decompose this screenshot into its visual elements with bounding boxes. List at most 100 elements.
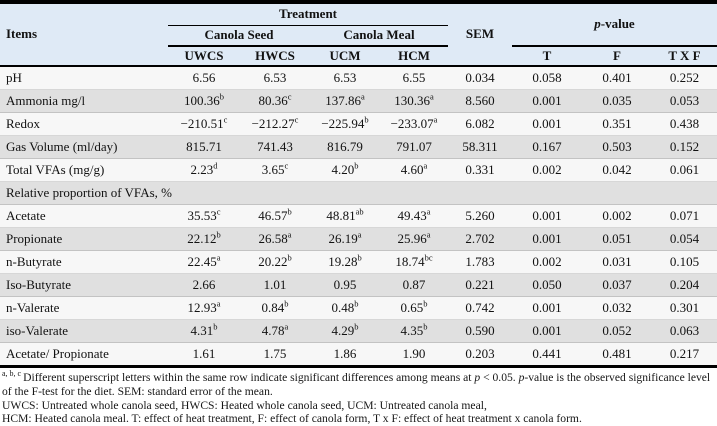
value-cell: 0.001 <box>532 116 562 131</box>
superscript-letter: b <box>287 206 292 217</box>
header-row-1: Items Treatment SEM p-value <box>0 2 717 67</box>
value-cell: 0.331 <box>465 162 495 177</box>
table-row: Iso-Butyrate 2.66 1.01 0.95 0.87 0.221 0.050 0.… <box>0 273 717 297</box>
header-row-3: UWCS HWCS UCM HCM T F T X F <box>0 46 717 67</box>
superscript-letter: a <box>433 114 438 125</box>
row-label: Propionate <box>6 231 63 246</box>
header-treatment: Treatment <box>168 2 448 26</box>
value-cell: 2.23d <box>190 160 218 177</box>
value-cell: 0.590 <box>465 323 495 338</box>
value-cell: 1.75 <box>263 346 287 361</box>
value-cell: 6.082 <box>465 116 495 131</box>
value-cell: 0.054 <box>669 231 700 246</box>
footnote-line: UWCS: Untreated whole canola seed, HWCS:… <box>2 398 487 412</box>
section-row: Relative proportion of VFAs, % <box>0 181 717 205</box>
row-label: Redox <box>6 116 40 131</box>
value-cell: 0.252 <box>669 70 700 85</box>
value-cell: 0.105 <box>669 254 700 269</box>
value-cell: 0.301 <box>669 300 700 315</box>
header-canola-meal: Canola Meal <box>310 25 448 47</box>
superscript-letter: a <box>216 298 221 309</box>
value-cell: 0.203 <box>465 346 495 361</box>
value-cell: 0.438 <box>669 116 700 131</box>
table-header: Items Treatment SEM p-value Canola Seed … <box>0 2 717 67</box>
value-cell: 0.001 <box>532 93 562 108</box>
superscript-letter: b <box>219 91 224 102</box>
superscript-letter: a <box>360 91 365 102</box>
header-col-txf: T X F <box>652 46 717 67</box>
header-col-hcm: HCM <box>380 46 448 67</box>
value-cell: 3.65c <box>261 160 289 177</box>
value-cell: 22.12b <box>187 229 221 246</box>
superscript-letter: a <box>357 229 362 240</box>
value-cell: 0.035 <box>602 93 632 108</box>
superscript-letter: b <box>423 298 428 309</box>
value-cell: 2.66 <box>192 277 216 292</box>
superscript-letter: a <box>429 91 434 102</box>
footnotes: a, b, c Different superscript letters wi… <box>0 368 717 426</box>
superscript-letter: b <box>216 229 221 240</box>
table-row: n-Butyrate 22.45a 20.22b 19.28b 18.74bc 1.783… <box>0 250 717 274</box>
value-cell: 1.61 <box>192 346 216 361</box>
row-label: Gas Volume (ml/day) <box>6 139 118 154</box>
superscript-letter: a <box>287 229 292 240</box>
value-cell: 0.221 <box>465 277 495 292</box>
value-cell: 48.81ab <box>326 206 364 223</box>
footnote-line: a, b, c Different superscript letters wi… <box>2 369 711 398</box>
superscript-letter: ab <box>355 206 364 217</box>
value-cell: 22.45a <box>187 252 221 269</box>
value-cell: 0.87 <box>402 277 426 292</box>
header-col-uwcs: UWCS <box>168 46 240 67</box>
table-row: iso-Valerate 4.31b 4.78a 4.29b 4.35b 0.590 0.0… <box>0 319 717 343</box>
table-row: Redox −210.51c −212.27c −225.94b −233.07a 6.0… <box>0 112 717 136</box>
value-cell: 80.36c <box>258 91 292 108</box>
value-cell: 0.204 <box>669 277 700 292</box>
row-label: Acetate <box>6 208 46 223</box>
row-label: iso-Valerate <box>6 323 69 338</box>
value-cell: 816.79 <box>327 139 363 154</box>
table-row: Propionate 22.12b 26.58a 26.19a 25.96a 2.702 0… <box>0 227 717 251</box>
value-cell: 49.43a <box>397 206 431 223</box>
value-cell: 0.032 <box>602 300 632 315</box>
superscript-letter: c <box>216 206 221 217</box>
footnote-line: HCM: Heated canola meal. T: effect of he… <box>2 412 582 426</box>
value-cell: −210.51c <box>180 114 228 131</box>
value-cell: 0.001 <box>532 300 562 315</box>
value-cell: 0.052 <box>602 323 632 338</box>
value-cell: 6.56 <box>192 70 216 85</box>
value-cell: 1.783 <box>465 254 495 269</box>
value-cell: 0.002 <box>532 162 562 177</box>
value-cell: 100.36b <box>184 91 224 108</box>
value-cell: 4.20b <box>331 160 359 177</box>
value-cell: 18.74bc <box>395 252 433 269</box>
superscript-letter: b <box>354 160 359 171</box>
row-label: Acetate/ Propionate <box>6 346 109 361</box>
superscript-letter: c <box>294 114 299 125</box>
value-cell: 0.351 <box>602 116 632 131</box>
value-cell: 0.65b <box>400 298 428 315</box>
value-cell: 741.43 <box>257 139 293 154</box>
value-cell: 0.050 <box>532 277 562 292</box>
superscript-letter: c <box>284 160 289 171</box>
value-cell: 0.95 <box>333 277 357 292</box>
table-row: Total VFAs (mg/g) 2.23d 3.65c 4.20b 4.60a 0.3… <box>0 158 717 182</box>
value-cell: 0.001 <box>532 208 562 223</box>
value-cell: 46.57b <box>258 206 292 223</box>
value-cell: 0.042 <box>602 162 632 177</box>
value-cell: 0.037 <box>602 277 632 292</box>
value-cell: 6.53 <box>263 70 287 85</box>
header-canola-seed: Canola Seed <box>168 25 310 47</box>
value-cell: 0.152 <box>669 139 700 154</box>
superscript-letter: a <box>426 229 431 240</box>
superscript-letter: b <box>423 321 428 332</box>
value-cell: 4.60a <box>400 160 428 177</box>
value-cell: 0.051 <box>602 231 632 246</box>
table-row: Ammonia mg/l 100.36b 80.36c 137.86a 130.36a 8… <box>0 89 717 113</box>
value-cell: 0.002 <box>602 208 632 223</box>
value-cell: 4.35b <box>400 321 428 338</box>
value-cell: 6.53 <box>333 70 357 85</box>
value-cell: 0.441 <box>532 346 562 361</box>
value-cell: 58.311 <box>462 139 498 154</box>
value-cell: 5.260 <box>465 208 495 223</box>
